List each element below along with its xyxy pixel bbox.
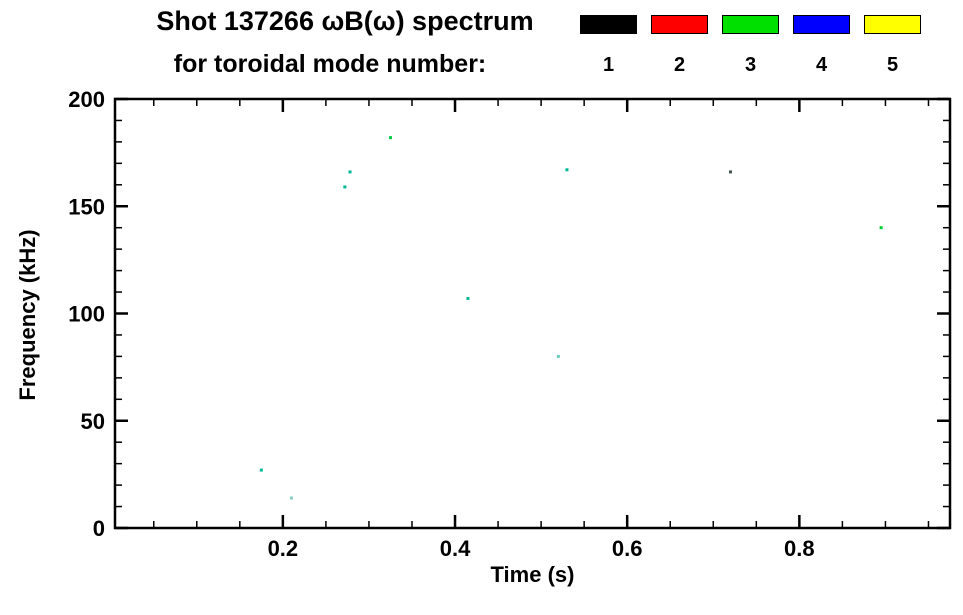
legend-number-mode-4: 4 xyxy=(815,54,828,76)
plot-frame xyxy=(113,97,952,530)
y-tick-label: 0 xyxy=(93,516,105,541)
spectrum-point-mode-3 xyxy=(565,168,569,172)
legend-number-mode-3: 3 xyxy=(744,54,757,76)
spectrum-point-mode-3 xyxy=(289,496,293,500)
chart-title-line1: Shot 137266 ωB(ω) spectrum xyxy=(156,6,534,36)
legend-number-mode-1: 1 xyxy=(602,54,615,76)
x-tick-label: 0.8 xyxy=(784,536,815,561)
spectrum-point-mode-3 xyxy=(466,296,470,300)
y-tick-label: 150 xyxy=(68,194,105,219)
legend-number-mode-2: 2 xyxy=(673,54,686,76)
chart-title-line2: for toroidal mode number: xyxy=(173,50,487,78)
legend-swatch-mode-1 xyxy=(580,15,637,34)
spectrum-point-mode-3 xyxy=(556,354,560,358)
x-tick-label: 0.6 xyxy=(612,536,643,561)
legend-swatch-mode-2 xyxy=(651,15,708,34)
spectrum-point-mode-3 xyxy=(259,468,263,472)
y-tick-label: 100 xyxy=(68,302,105,327)
legend-color-swatches xyxy=(580,15,921,34)
spectrum-point-mode-3 xyxy=(879,226,883,230)
x-tick-label: 0.2 xyxy=(268,536,299,561)
y-tick-label: 50 xyxy=(81,409,105,434)
spectrum-point-mode-1 xyxy=(728,170,732,174)
legend-swatch-mode-4 xyxy=(793,15,850,34)
legend-mode-numbers: 1 2 3 4 5 xyxy=(580,54,921,77)
legend-swatch-mode-3 xyxy=(722,15,779,34)
x-axis-label: Time (s) xyxy=(490,562,575,587)
y-tick-label: 200 xyxy=(68,87,105,112)
spectrum-point-mode-3 xyxy=(388,136,392,140)
legend-number-mode-5: 5 xyxy=(886,54,899,76)
x-tick-label: 0.4 xyxy=(440,536,471,561)
spectrum-point-mode-3 xyxy=(348,170,352,174)
spectrum-point-mode-3 xyxy=(343,185,347,189)
legend-swatch-mode-5 xyxy=(864,15,921,34)
